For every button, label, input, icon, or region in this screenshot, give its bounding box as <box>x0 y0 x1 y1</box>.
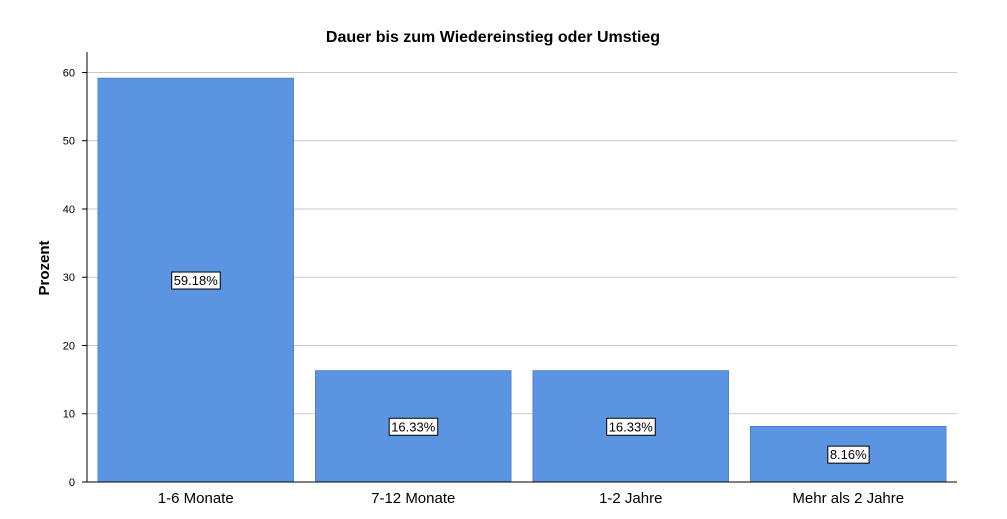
y-tick-label: 30 <box>63 272 75 284</box>
x-tick-label: 1-2 Jahre <box>599 490 662 507</box>
data-label-text: 16.33% <box>609 419 654 434</box>
y-tick-label: 20 <box>63 340 75 352</box>
x-tick-label: 1-6 Monate <box>158 490 234 507</box>
y-axis-label: Prozent <box>36 240 53 295</box>
data-labels: 59.18% 16.33% 16.33% 8.16% <box>171 271 870 464</box>
data-label-box <box>606 417 656 436</box>
data-label: 16.33% <box>388 417 439 436</box>
x-tick-label: 7-12 Monate <box>371 490 455 507</box>
y-tick-label: 50 <box>63 136 75 148</box>
data-label: 16.33% <box>606 417 656 436</box>
data-label-box <box>171 271 221 290</box>
y-tick-label: 40 <box>63 204 75 216</box>
data-label-text: 16.33% <box>391 419 436 434</box>
data-label-text: 59.18% <box>174 273 219 288</box>
data-label: 8.16% <box>827 445 870 464</box>
y-tick-labels: 0 10 20 30 40 50 60 <box>63 67 75 489</box>
x-tick-label: Mehr als 2 Jahre <box>792 490 904 507</box>
chart-title: Dauer bis zum Wiedereinstieg oder Umstie… <box>326 29 660 46</box>
data-label-box <box>388 417 439 436</box>
bars <box>97 77 947 483</box>
data-label-box <box>827 445 870 464</box>
axes <box>82 52 957 483</box>
data-label-text: 8.16% <box>830 447 867 462</box>
y-tick-label: 0 <box>69 477 75 489</box>
x-tick-labels: 1-6 Monate 7-12 Monate 1-2 Jahre Mehr als 2… <box>158 490 904 507</box>
y-tick-label: 10 <box>63 409 75 421</box>
y-tick-label: 60 <box>63 67 75 79</box>
data-label: 59.18% <box>171 271 221 290</box>
